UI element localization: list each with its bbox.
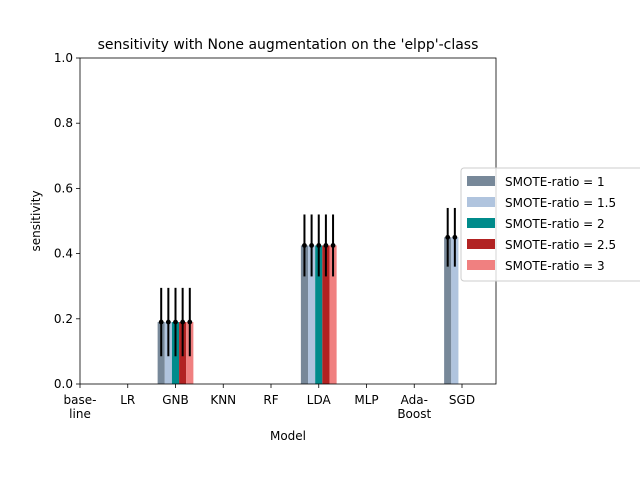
bar-series1-cat9 [444, 237, 452, 384]
bar-series1-cat6 [300, 245, 309, 384]
errorbar-point-series2-cat9 [452, 234, 458, 240]
chart-title: sensitivity with None augmentation on th… [98, 37, 479, 53]
y-tick-label-1: 0.2 [54, 312, 73, 326]
legend-label-5: SMOTE-ratio = 3 [505, 259, 605, 273]
legend-label-3: SMOTE-ratio = 2 [505, 217, 605, 231]
errorbar-point-series4-cat6 [323, 243, 329, 248]
legend: SMOTE-ratio = 1 SMOTE-ratio = 1.5 SMOTE-ra… [460, 167, 640, 282]
x-tick-label-8: SGD [449, 393, 475, 407]
bar-series3-cat6 [315, 245, 323, 384]
errorbar-point-series1-cat9 [445, 234, 451, 240]
y-tick-label-3: 0.6 [54, 181, 73, 195]
bar-series2-cat6 [308, 245, 316, 384]
legend-swatch-4 [467, 239, 495, 249]
x-tick-label-7-line2: Boost [397, 407, 431, 421]
x-axis-label: Model [270, 429, 306, 443]
x-tick-label-4: RF [263, 393, 278, 407]
legend-label-4: SMOTE-ratio = 2.5 [505, 238, 616, 252]
x-tick-label-3: KNN [210, 393, 236, 407]
errorbar-point-series3-cat3 [173, 319, 178, 325]
x-tick-label-6: MLP [354, 393, 378, 407]
y-axis: 0.0 0.2 0.4 0.6 0.8 1.0 [54, 51, 80, 391]
legend-frame [460, 167, 640, 282]
y-tick-label-4: 0.8 [54, 116, 73, 130]
errorbar-point-series2-cat6 [309, 243, 314, 248]
errorbar-point-series4-cat3 [180, 319, 186, 325]
bar-series2-cat9 [451, 237, 459, 384]
x-tick-label-2: GNB [162, 393, 189, 407]
errorbars-group [158, 207, 458, 357]
errorbar-point-series5-cat3 [187, 319, 193, 325]
errorbar-point-series1-cat6 [302, 243, 307, 248]
legend-swatch-1 [467, 176, 495, 186]
bar-series5-cat6 [329, 245, 337, 384]
errorbar-point-series2-cat3 [165, 319, 171, 325]
legend-label-2: SMOTE-ratio = 1.5 [505, 196, 616, 210]
x-tick-label-1: LR [120, 393, 135, 407]
y-tick-label-0: 0.0 [54, 377, 73, 391]
legend-label-1: SMOTE-ratio = 1 [505, 175, 605, 189]
x-tick-label-0-line2: line [69, 407, 91, 421]
legend-swatch-3 [467, 218, 495, 228]
y-axis-label: sensitivity [29, 190, 43, 251]
bar-series4-cat6 [322, 245, 330, 384]
x-axis: base-line LR GNB KNN RF LDA MLP Ada-Boost SGD [64, 384, 475, 421]
errorbar-point-series3-cat6 [316, 243, 322, 248]
legend-swatch-2 [467, 197, 495, 207]
x-tick-label-7-line1: Ada- [401, 393, 428, 407]
x-tick-label-0-line1: base- [64, 393, 97, 407]
legend-swatch-5 [467, 260, 495, 270]
y-tick-label-5: 1.0 [54, 51, 73, 65]
errorbar-point-series1-cat3 [158, 319, 164, 325]
errorbar-point-series5-cat6 [330, 243, 336, 248]
y-tick-label-2: 0.4 [54, 247, 73, 261]
x-tick-label-5: LDA [307, 393, 332, 407]
